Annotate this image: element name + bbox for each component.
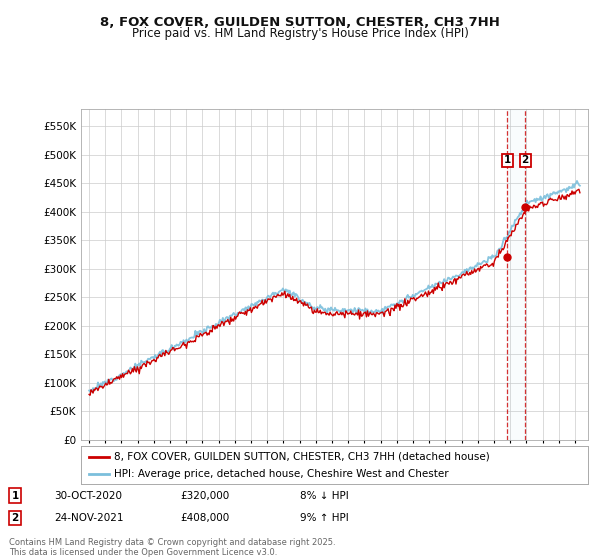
Text: £320,000: £320,000 <box>180 491 229 501</box>
Text: HPI: Average price, detached house, Cheshire West and Chester: HPI: Average price, detached house, Ches… <box>114 469 449 479</box>
Text: £408,000: £408,000 <box>180 513 229 523</box>
Text: 1: 1 <box>504 156 511 165</box>
Text: 30-OCT-2020: 30-OCT-2020 <box>54 491 122 501</box>
Text: Contains HM Land Registry data © Crown copyright and database right 2025.
This d: Contains HM Land Registry data © Crown c… <box>9 538 335 557</box>
Text: Price paid vs. HM Land Registry's House Price Index (HPI): Price paid vs. HM Land Registry's House … <box>131 27 469 40</box>
Text: 2: 2 <box>521 156 529 165</box>
Bar <box>508 109 525 440</box>
Text: 9% ↑ HPI: 9% ↑ HPI <box>300 513 349 523</box>
Text: 1: 1 <box>11 491 19 501</box>
Text: 8, FOX COVER, GUILDEN SUTTON, CHESTER, CH3 7HH: 8, FOX COVER, GUILDEN SUTTON, CHESTER, C… <box>100 16 500 29</box>
Text: 8% ↓ HPI: 8% ↓ HPI <box>300 491 349 501</box>
Text: 2: 2 <box>11 513 19 523</box>
Text: 24-NOV-2021: 24-NOV-2021 <box>54 513 124 523</box>
Text: 8, FOX COVER, GUILDEN SUTTON, CHESTER, CH3 7HH (detached house): 8, FOX COVER, GUILDEN SUTTON, CHESTER, C… <box>114 451 490 461</box>
